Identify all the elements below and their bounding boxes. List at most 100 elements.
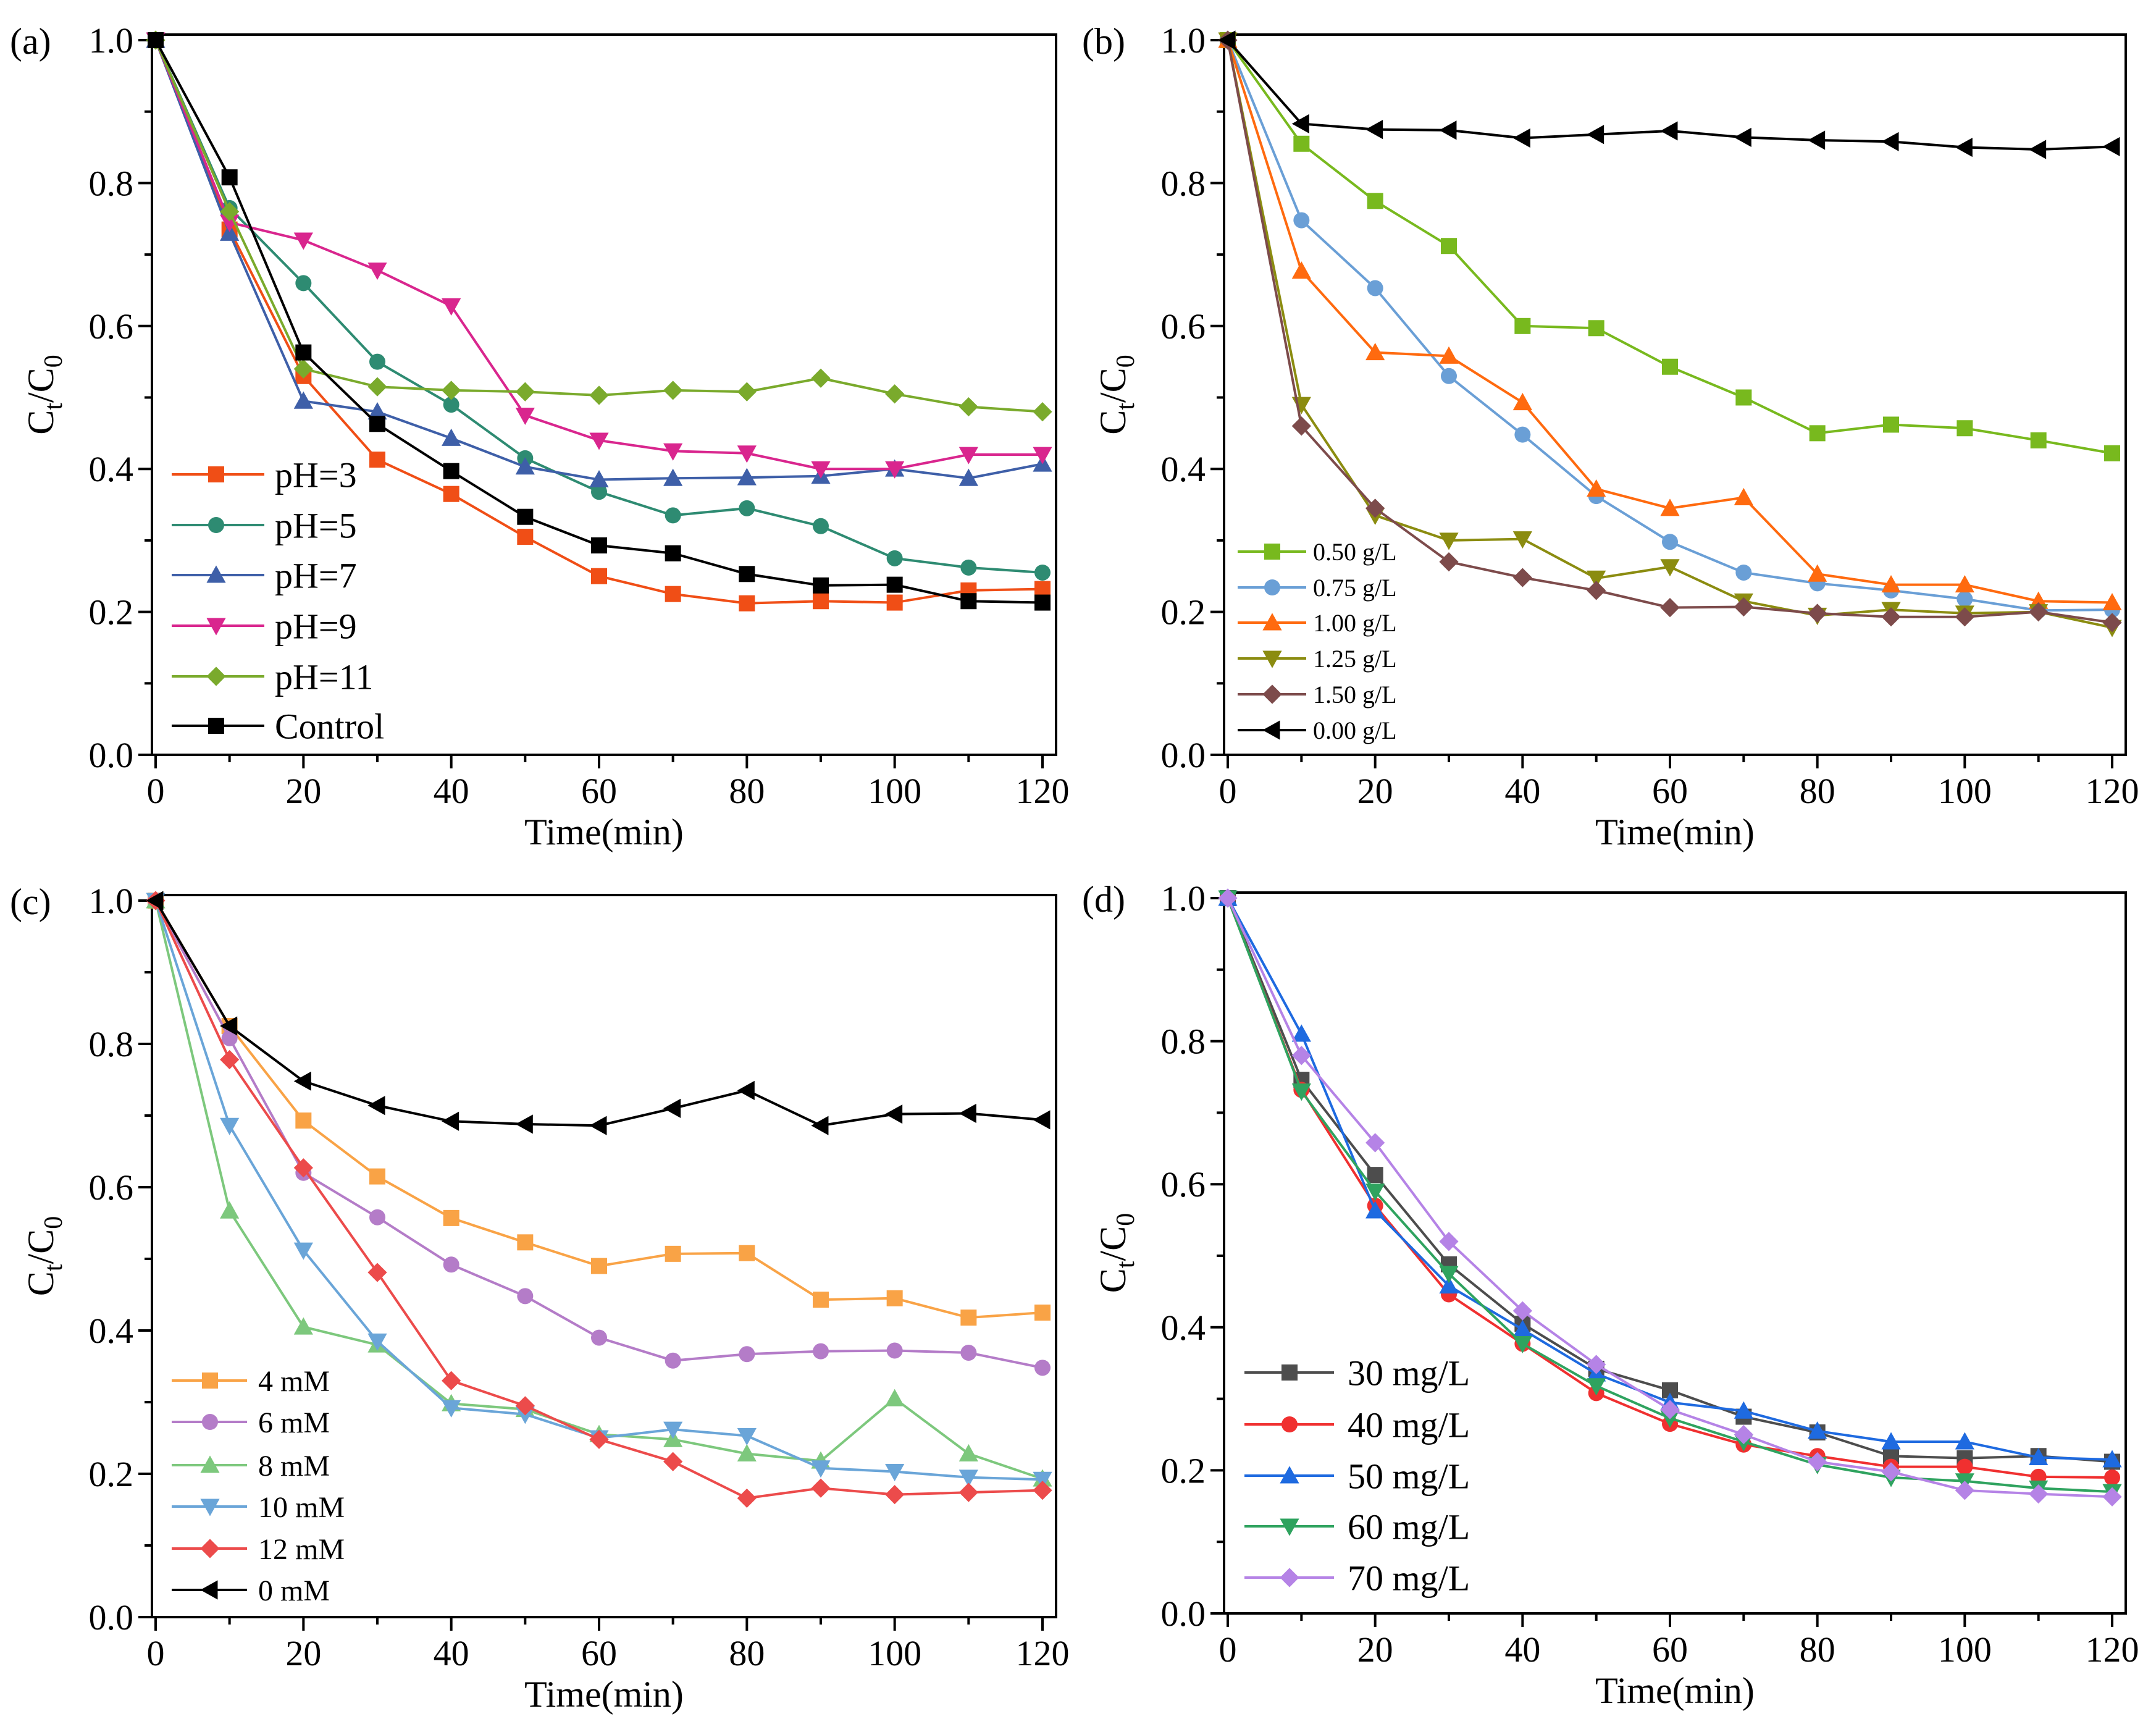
y-label-text: /C <box>20 1229 61 1264</box>
y-tick-label: 0.2 <box>1161 592 1206 633</box>
data-point <box>1365 1183 1385 1201</box>
data-point <box>1293 212 1310 229</box>
x-tick-label: 60 <box>1652 1629 1688 1670</box>
series-2 <box>1218 30 2122 611</box>
x-tick-label: 0 <box>147 771 165 811</box>
y-tick-label: 0.2 <box>89 592 134 633</box>
y-tick-label: 1.0 <box>89 881 134 921</box>
y-label-text: /C <box>1093 368 1133 403</box>
data-point <box>1512 1335 1532 1354</box>
data-point <box>813 1292 829 1308</box>
legend-marker <box>200 1455 220 1473</box>
data-point <box>1808 564 1827 582</box>
data-point <box>1365 120 1383 140</box>
legend-item: 8 mM <box>172 1450 330 1482</box>
x-tick-label: 80 <box>729 1633 765 1673</box>
data-point <box>295 275 312 292</box>
data-point <box>737 1444 757 1461</box>
legend-item: 1.00 g/L <box>1238 609 1397 637</box>
data-point <box>2029 1484 2049 1504</box>
data-point <box>813 1343 829 1360</box>
data-point <box>1881 1432 1901 1450</box>
x-tick-label: 40 <box>1504 771 1540 811</box>
y-tick-label: 0.4 <box>89 449 134 489</box>
data-point <box>813 518 829 534</box>
series-4 <box>146 30 1052 422</box>
legend-item: 0.50 g/L <box>1238 538 1397 566</box>
data-point <box>811 461 831 479</box>
data-point <box>293 1242 313 1260</box>
data-point <box>886 1290 903 1306</box>
data-point <box>663 1098 681 1118</box>
legend-item: pH=11 <box>172 657 373 697</box>
data-point <box>958 1444 978 1461</box>
data-point <box>591 484 607 500</box>
data-point <box>1808 1421 1827 1439</box>
x-tick-label: 0 <box>147 1633 165 1673</box>
data-point <box>885 1104 903 1124</box>
data-point <box>1957 591 1973 607</box>
data-point <box>2102 137 2120 156</box>
legend-marker <box>202 1373 218 1389</box>
legend-item: 60 mg/L <box>1244 1507 1470 1547</box>
data-point <box>1660 559 1680 577</box>
y-label-subscript: t <box>1112 1261 1140 1268</box>
x-tick-label: 100 <box>868 771 921 811</box>
legend-label: pH=7 <box>275 555 357 595</box>
data-point <box>2029 602 2049 622</box>
data-point <box>515 1114 533 1134</box>
y-tick-label: 1.0 <box>1161 878 1206 919</box>
data-point <box>1365 1201 1385 1219</box>
data-point <box>1955 137 1973 158</box>
legend-label: 40 mg/L <box>1348 1405 1470 1445</box>
y-tick-label: 0.2 <box>89 1454 134 1494</box>
data-point <box>443 1209 459 1226</box>
data-point <box>1293 135 1310 152</box>
data-point <box>1439 1266 1459 1284</box>
y-axis-label: Ct/C0 <box>20 1216 68 1296</box>
data-point <box>443 1256 459 1273</box>
data-point <box>1735 389 1752 406</box>
data-point <box>958 1482 978 1502</box>
data-point <box>589 1429 609 1449</box>
data-point <box>1957 420 1973 437</box>
data-point <box>442 428 461 446</box>
legend-label: pH=3 <box>275 455 357 495</box>
series-4 <box>146 891 1052 1508</box>
legend-marker <box>1262 613 1282 631</box>
series-5 <box>146 891 1051 1135</box>
x-tick-label: 120 <box>2086 1629 2139 1670</box>
series-5 <box>1218 30 2120 159</box>
data-point <box>663 468 683 486</box>
legend-marker <box>200 1580 218 1600</box>
data-point <box>369 416 385 432</box>
x-tick-label: 80 <box>1800 771 1835 811</box>
data-point <box>1734 1424 1753 1445</box>
data-point <box>1955 1481 1974 1500</box>
y-tick-label: 1.0 <box>89 20 134 61</box>
panel-label: (d) <box>1082 879 1125 920</box>
data-point <box>1439 346 1459 364</box>
series-line <box>1227 39 2113 455</box>
x-tick-label: 120 <box>1016 771 1070 811</box>
data-point <box>2102 613 2122 633</box>
y-label-subscript: 0 <box>40 355 68 368</box>
data-point <box>2030 432 2047 448</box>
legend-marker <box>1281 1364 1298 1381</box>
legend-item: 12 mM <box>172 1533 345 1566</box>
y-tick-label: 0.8 <box>1161 1022 1206 1062</box>
x-tick-label: 40 <box>1504 1629 1540 1670</box>
data-point <box>739 500 755 516</box>
panel-b: 0 20 40 60 80 100 120 0.0 0.2 0.4 0.6 0.8 1.0 Time(mi… <box>1082 20 2139 852</box>
data-point <box>1660 498 1680 516</box>
y-label-subscript: t <box>1112 403 1140 410</box>
legend-item: 50 mg/L <box>1244 1456 1470 1496</box>
data-point <box>1291 114 1309 133</box>
y-axis-label: Ct/C0 <box>1093 1213 1140 1293</box>
series-0 <box>1220 32 2120 461</box>
data-point <box>517 1288 534 1305</box>
data-point <box>2029 1447 2049 1466</box>
data-point <box>958 447 978 465</box>
data-point <box>1291 261 1311 279</box>
legend-label: 70 mg/L <box>1348 1558 1470 1598</box>
